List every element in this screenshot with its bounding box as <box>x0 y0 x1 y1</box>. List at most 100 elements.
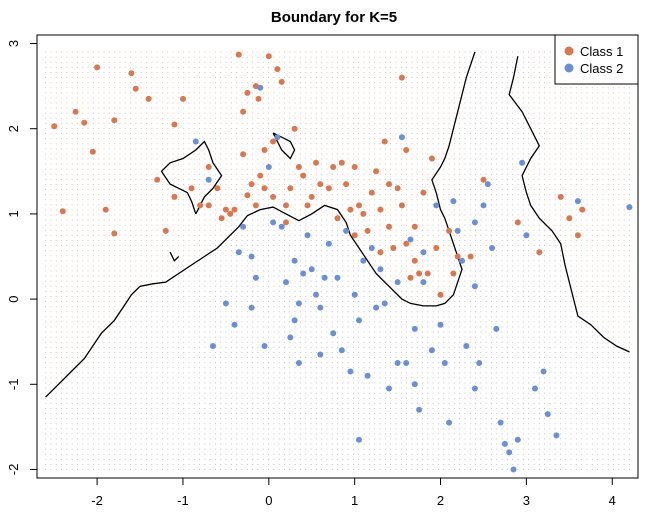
point-class-2 <box>407 236 414 243</box>
point-class-1 <box>244 89 251 96</box>
x-tick-label: 0 <box>265 493 272 508</box>
point-class-1 <box>291 125 298 132</box>
point-class-1 <box>171 193 178 200</box>
point-class-2 <box>377 266 384 273</box>
point-class-1 <box>171 121 178 128</box>
point-class-2 <box>398 134 405 141</box>
decision-boundary-3 <box>272 132 296 160</box>
point-class-1 <box>102 206 109 213</box>
point-class-1 <box>579 206 586 213</box>
point-class-2 <box>553 432 560 439</box>
point-class-1 <box>154 176 161 183</box>
y-tick-label: -1 <box>6 379 21 391</box>
point-class-1 <box>454 253 461 260</box>
point-class-2 <box>454 227 461 234</box>
x-tick-label: 3 <box>523 493 530 508</box>
point-class-1 <box>446 227 453 234</box>
point-class-1 <box>403 240 410 247</box>
point-class-2 <box>257 84 264 91</box>
point-class-2 <box>338 347 345 354</box>
point-class-1 <box>373 168 380 175</box>
point-class-1 <box>398 74 405 81</box>
point-class-2 <box>321 274 328 281</box>
point-class-1 <box>283 202 289 209</box>
point-class-1 <box>89 148 96 155</box>
point-class-1 <box>283 219 289 226</box>
point-class-2 <box>484 181 491 188</box>
x-tick-label: -1 <box>177 493 189 508</box>
point-class-1 <box>364 227 371 234</box>
point-class-1 <box>59 208 66 215</box>
point-class-1 <box>252 202 259 209</box>
point-class-1 <box>343 181 350 188</box>
point-class-2 <box>317 351 324 358</box>
point-class-2 <box>222 300 229 307</box>
point-class-2 <box>471 219 478 226</box>
point-class-1 <box>390 245 397 251</box>
point-class-1 <box>480 176 487 183</box>
point-class-2 <box>544 411 551 418</box>
y-tick-label: 3 <box>6 40 21 47</box>
point-class-1 <box>257 172 264 179</box>
point-class-1 <box>325 185 332 192</box>
point-class-2 <box>261 343 268 349</box>
point-class-1 <box>403 147 410 153</box>
point-class-1 <box>347 206 354 213</box>
point-class-2 <box>510 466 517 473</box>
point-class-2 <box>252 274 259 281</box>
point-class-1 <box>265 53 272 60</box>
point-class-2 <box>386 385 392 392</box>
legend-box <box>554 34 639 85</box>
point-class-1 <box>338 159 345 166</box>
point-class-1 <box>218 215 225 222</box>
point-class-2 <box>330 330 337 337</box>
point-class-2 <box>428 347 435 354</box>
point-class-2 <box>360 257 367 264</box>
point-class-1 <box>377 249 384 256</box>
point-class-2 <box>205 176 212 183</box>
point-class-2 <box>192 138 199 145</box>
point-class-1 <box>377 206 384 213</box>
point-class-2 <box>523 232 530 239</box>
point-class-1 <box>557 193 564 200</box>
point-class-1 <box>437 291 444 298</box>
point-class-1 <box>270 193 277 200</box>
point-class-2 <box>450 198 457 205</box>
point-class-1 <box>351 164 358 170</box>
point-class-1 <box>566 215 573 222</box>
point-class-2 <box>394 279 401 286</box>
y-tick-label: 2 <box>6 125 21 132</box>
point-class-1 <box>244 192 251 199</box>
point-class-2 <box>416 406 423 413</box>
decision-boundary-5 <box>169 251 180 262</box>
point-class-2 <box>356 436 362 443</box>
point-class-1 <box>514 219 521 226</box>
decision-boundary-1 <box>45 51 476 398</box>
point-class-1 <box>300 172 307 179</box>
point-class-2 <box>347 368 354 375</box>
point-class-2 <box>394 360 401 366</box>
chart-title: Boundary for K=5 <box>271 9 397 26</box>
point-class-1 <box>386 223 392 230</box>
point-class-2 <box>476 360 483 366</box>
point-class-2 <box>248 253 255 260</box>
point-class-1 <box>274 66 281 73</box>
point-class-2 <box>493 325 500 332</box>
point-class-2 <box>356 317 362 324</box>
point-class-1 <box>467 253 474 260</box>
point-class-1 <box>536 249 543 256</box>
point-class-2 <box>291 257 298 264</box>
point-class-2 <box>420 249 427 256</box>
point-class-1 <box>330 164 337 170</box>
point-class-2 <box>300 270 307 277</box>
point-class-2 <box>270 219 277 226</box>
point-class-2 <box>210 343 216 349</box>
point-class-1 <box>255 95 262 102</box>
point-class-2 <box>497 419 504 426</box>
point-class-1 <box>214 185 221 192</box>
point-class-2 <box>373 304 380 311</box>
point-class-2 <box>334 274 341 281</box>
point-class-2 <box>411 381 418 388</box>
point-class-1 <box>111 230 118 237</box>
